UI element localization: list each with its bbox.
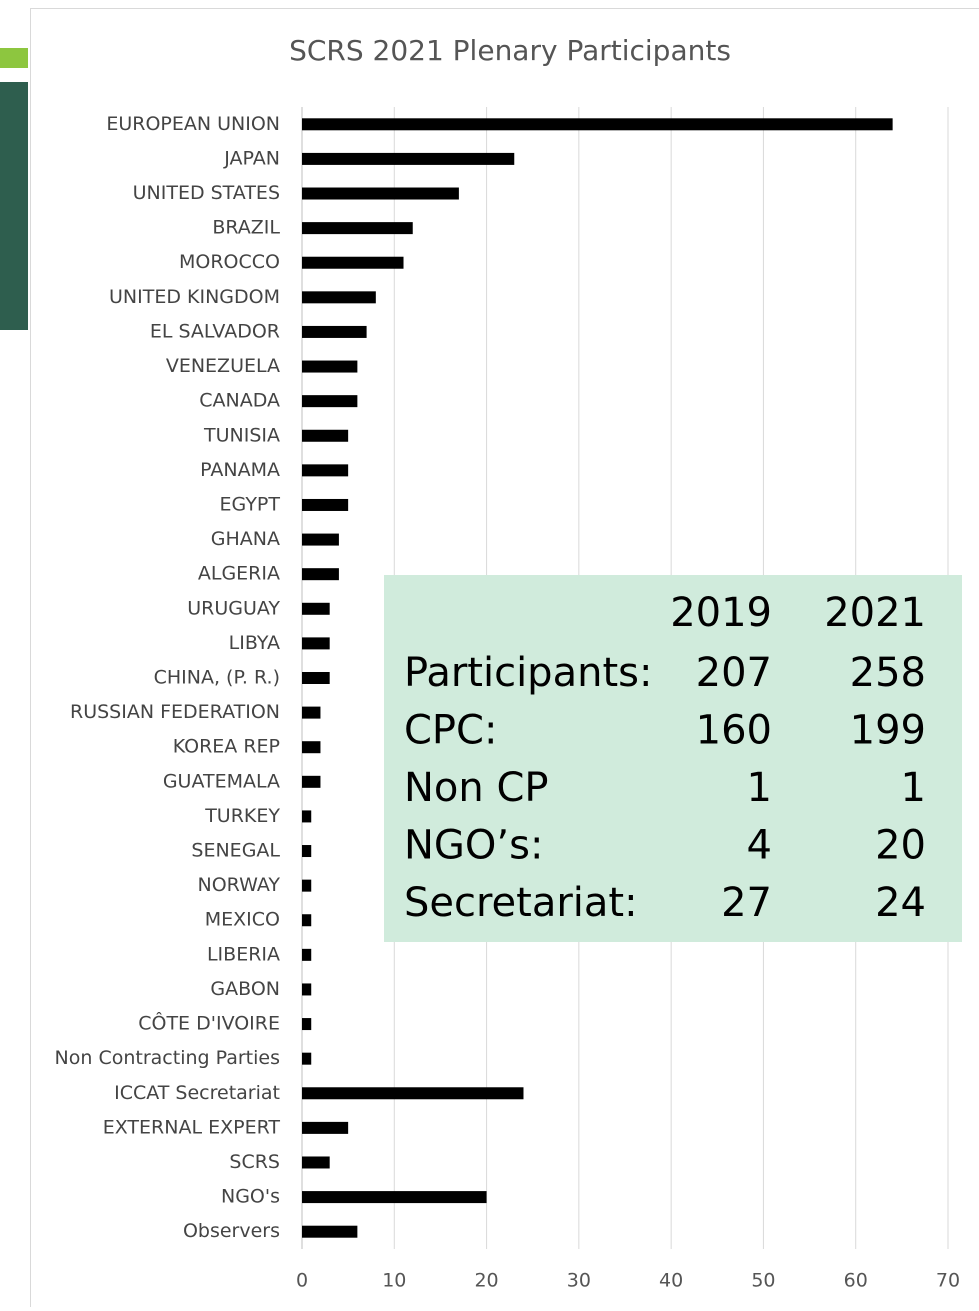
cell: 27: [721, 880, 772, 926]
x-tick-label: 30: [567, 1270, 591, 1292]
y-tick-label: EL SALVADOR: [150, 320, 280, 342]
bar: [302, 603, 330, 615]
y-tick-label: NGO's: [221, 1186, 280, 1208]
bar: [302, 637, 330, 649]
y-tick-label: UNITED STATES: [133, 182, 280, 204]
bar: [302, 776, 320, 788]
y-tick-label: MOROCCO: [179, 251, 280, 273]
cell: 199: [850, 708, 926, 754]
bar: [302, 1122, 348, 1134]
y-tick-label: PANAMA: [200, 459, 280, 481]
bar: [302, 188, 459, 200]
bar: [302, 222, 413, 234]
y-tick-label: TURKEY: [204, 805, 280, 827]
y-tick-label: Non Contracting Parties: [55, 1047, 280, 1069]
bar: [302, 914, 311, 926]
table-header: 2019: [670, 590, 772, 636]
bar: [302, 361, 357, 373]
decor-panel: [0, 82, 28, 330]
cell: 1: [747, 765, 772, 811]
row-label: Participants:: [404, 650, 652, 696]
y-tick-label: JAPAN: [223, 147, 280, 169]
bar: [302, 568, 339, 580]
bar: [302, 118, 893, 130]
cell: 4: [747, 823, 772, 869]
y-tick-label: MEXICO: [205, 909, 280, 931]
y-tick-label: GUATEMALA: [163, 770, 280, 792]
bar: [302, 1053, 311, 1065]
x-tick-label: 10: [382, 1270, 406, 1292]
bar: [302, 257, 404, 269]
x-tick-label: 60: [844, 1270, 868, 1292]
y-tick-label: EUROPEAN UNION: [106, 113, 280, 135]
decor-bar: [0, 48, 28, 68]
row-label: NGO’s:: [404, 823, 543, 869]
y-tick-label: EGYPT: [220, 493, 281, 515]
row-label: CPC:: [404, 708, 497, 754]
x-tick-label: 50: [751, 1270, 775, 1292]
x-tick-label: 0: [296, 1270, 308, 1292]
y-tick-label: CÔTE D'IVOIRE: [138, 1011, 280, 1035]
bar: [302, 430, 348, 442]
bar: [302, 949, 311, 961]
bar: [302, 880, 311, 892]
cell: 207: [696, 650, 772, 696]
y-tick-label: KOREA REP: [173, 736, 280, 758]
row-label: Non CP: [404, 765, 549, 811]
y-tick-label: UNITED KINGDOM: [109, 286, 280, 308]
row-label: Secretariat:: [404, 880, 638, 926]
y-tick-label: ICCAT Secretariat: [114, 1082, 280, 1104]
bar: [302, 464, 348, 476]
bar: [302, 1018, 311, 1030]
y-tick-label: URUGUAY: [187, 597, 280, 619]
cell: 1: [901, 765, 926, 811]
y-tick-label: CHINA, (P. R.): [154, 667, 280, 689]
y-tick-label: SENEGAL: [191, 840, 280, 862]
table-header: 2021: [824, 590, 926, 636]
y-tick-label: SCRS: [229, 1151, 280, 1173]
bar: [302, 534, 339, 546]
bar: [302, 1087, 523, 1099]
x-tick-label: 40: [659, 1270, 683, 1292]
bar: [302, 1191, 487, 1203]
y-tick-label: LIBYA: [229, 632, 280, 654]
y-tick-label: TUNISIA: [203, 424, 280, 446]
y-tick-label: VENEZUELA: [166, 355, 280, 377]
cell: 258: [850, 650, 926, 696]
cell: 24: [875, 880, 926, 926]
bar: [302, 672, 330, 684]
bar: [302, 810, 311, 822]
chart-title: SCRS 2021 Plenary Participants: [289, 34, 731, 67]
bar: [302, 1156, 330, 1168]
y-tick-label: ALGERIA: [198, 563, 280, 585]
cell: 160: [696, 708, 772, 754]
y-tick-label: LIBERIA: [207, 943, 280, 965]
cell: 20: [875, 823, 926, 869]
y-tick-label: EXTERNAL EXPERT: [103, 1116, 281, 1138]
y-tick-label: BRAZIL: [212, 217, 280, 239]
bar: [302, 983, 311, 995]
bar: [302, 741, 320, 753]
y-tick-label: Observers: [183, 1220, 280, 1242]
y-tick-label: RUSSIAN FEDERATION: [70, 701, 280, 723]
bar: [302, 845, 311, 857]
y-tick-label: NORWAY: [198, 874, 281, 896]
bar: [302, 499, 348, 511]
bar: [302, 707, 320, 719]
y-tick-label: CANADA: [199, 390, 280, 412]
bar: [302, 153, 514, 165]
y-tick-label: GABON: [210, 978, 280, 1000]
bar: [302, 291, 376, 303]
y-tick-label: GHANA: [211, 528, 280, 550]
bar: [302, 326, 367, 338]
bar: [302, 395, 357, 407]
bar: [302, 1226, 357, 1238]
x-tick-label: 20: [474, 1270, 498, 1292]
x-tick-label: 70: [936, 1270, 960, 1292]
